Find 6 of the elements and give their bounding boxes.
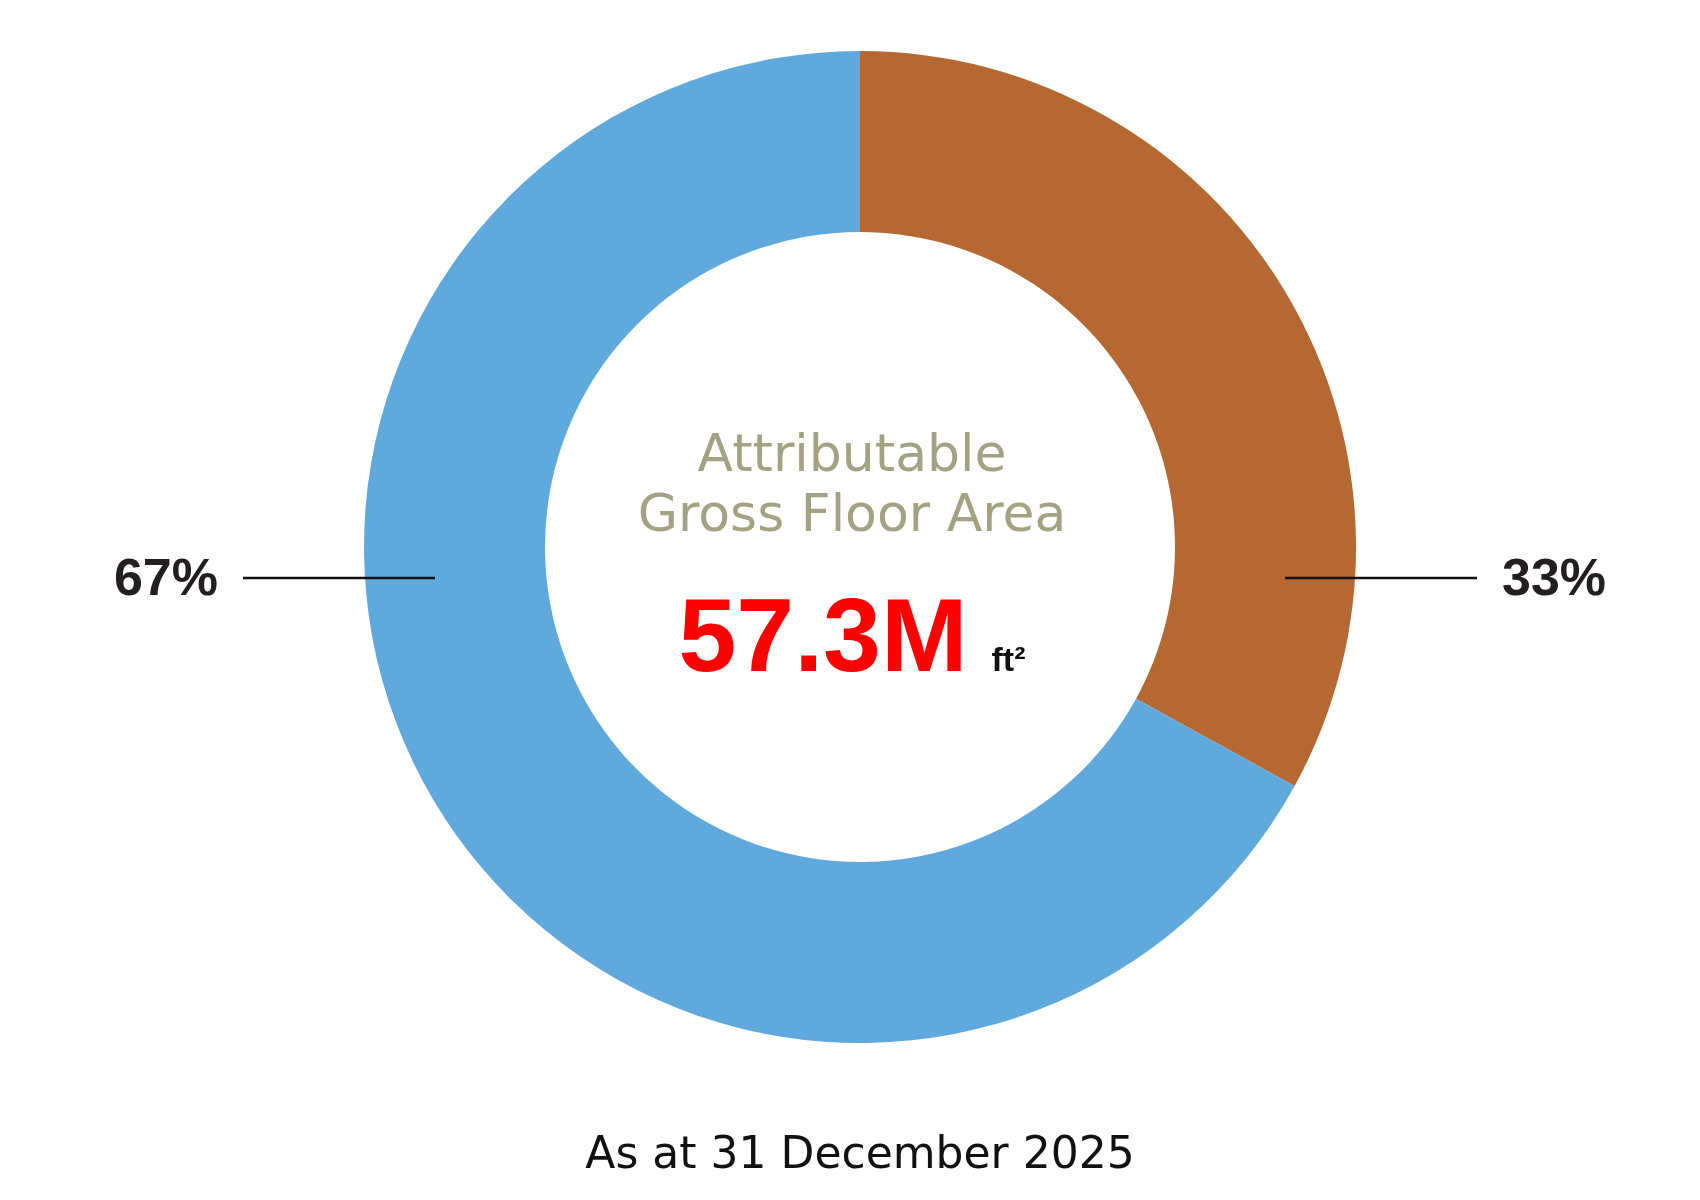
- data-label: 33%: [1502, 548, 1607, 606]
- data-label: 67%: [113, 548, 218, 606]
- text: 57.3M ft²: [678, 577, 1026, 693]
- text: As at 31 December 2025: [585, 1127, 1135, 1178]
- text: Attributable Gross Floor Area: [637, 423, 1067, 543]
- donut-slice: [364, 51, 1295, 1043]
